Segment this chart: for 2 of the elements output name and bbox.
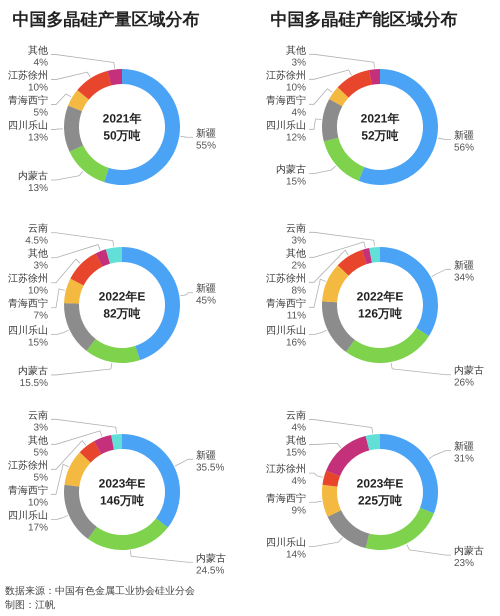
title: 中国多晶硅产量区域分布 [12, 10, 200, 29]
title: 中国多晶硅产能区域分布 [270, 10, 458, 29]
